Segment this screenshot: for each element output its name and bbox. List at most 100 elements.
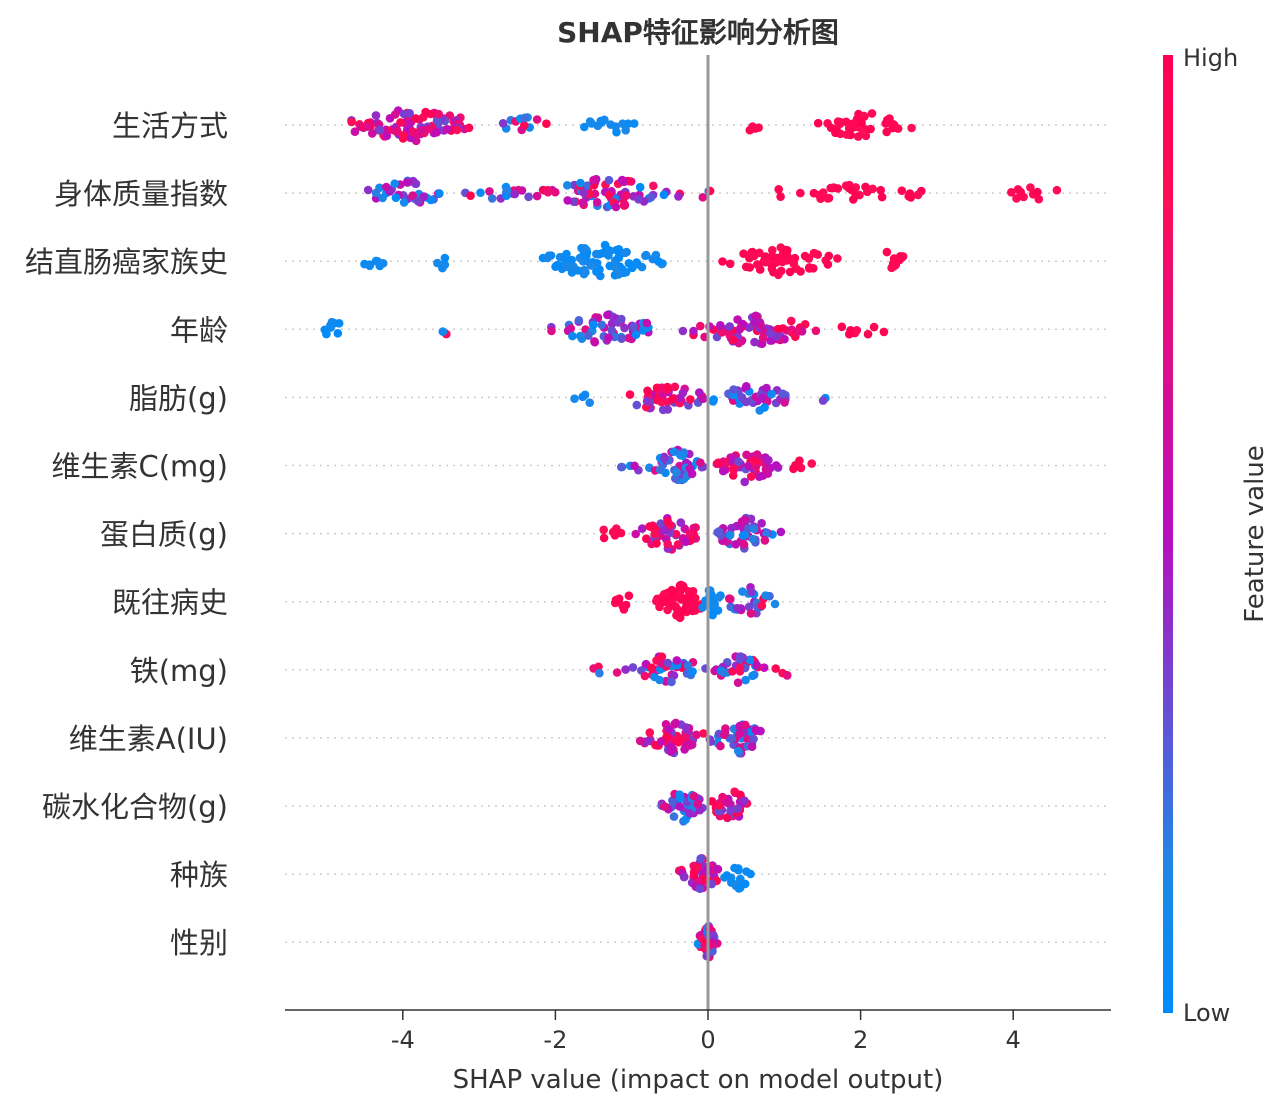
shap-point (846, 326, 855, 335)
shap-point (885, 114, 894, 123)
shap-point (563, 196, 572, 205)
shap-point (612, 668, 622, 677)
x-tick-label: -2 (543, 1026, 567, 1054)
shap-point (611, 263, 620, 272)
shap-point (746, 472, 756, 481)
shap-point (656, 737, 666, 746)
shap-point (869, 322, 879, 332)
shap-point (785, 267, 795, 277)
shap-point (725, 259, 735, 269)
shap-point (476, 188, 485, 197)
shap-point (398, 131, 408, 140)
shap-point (796, 463, 806, 473)
shap-point (735, 663, 745, 673)
feature-label: 种族 (170, 858, 228, 892)
shap-point (760, 536, 770, 545)
shap-point (552, 260, 562, 270)
feature-label: 结直肠癌家族史 (25, 245, 228, 279)
shap-point (1034, 194, 1044, 204)
shap-point (663, 517, 672, 526)
shap-point (620, 200, 630, 210)
shap-point (487, 194, 497, 203)
shap-point (645, 522, 654, 531)
shap-point (408, 191, 418, 200)
shap-point (612, 245, 621, 255)
shap-point (334, 319, 344, 328)
shap-point (755, 248, 764, 258)
shap-point (713, 864, 723, 874)
shap-point (687, 740, 697, 749)
shap-point (524, 192, 533, 202)
shap-point (707, 939, 717, 949)
shap-point (660, 526, 669, 535)
shap-point (863, 329, 873, 339)
shap-point (685, 592, 694, 602)
shap-point (725, 531, 735, 540)
shap-point (391, 193, 401, 202)
shap-point (614, 253, 624, 262)
shap-point (592, 249, 601, 259)
shap-point (692, 730, 701, 740)
shap-point (546, 251, 556, 260)
shap-point (599, 525, 608, 535)
shap-point (578, 257, 588, 266)
shap-point (646, 192, 656, 202)
shap-point (749, 734, 758, 744)
shap-point (616, 528, 626, 538)
shap-point (440, 253, 450, 263)
shap-point (561, 254, 570, 264)
shap-point (678, 607, 687, 616)
shap-point (485, 187, 494, 196)
shap-point (603, 310, 612, 320)
feature-label: 维生素A(IU) (69, 722, 228, 756)
shap-point (722, 813, 732, 822)
shap-point (768, 252, 778, 262)
shap-point (758, 333, 768, 343)
shap-point (666, 747, 676, 756)
shap-point (635, 736, 645, 746)
data-points (320, 106, 1062, 962)
shap-point (708, 610, 717, 620)
shap-point (789, 259, 798, 268)
shap-point (576, 178, 585, 188)
shap-point (749, 456, 759, 466)
shap-point (421, 107, 430, 117)
shap-point (652, 539, 661, 548)
shap-point (578, 392, 587, 402)
shap-point (800, 320, 810, 329)
shap-point (770, 599, 780, 609)
shap-point (756, 320, 765, 330)
shap-point (647, 663, 656, 672)
shap-point (681, 537, 691, 546)
shap-point (731, 540, 741, 549)
shap-point (596, 116, 605, 126)
shap-point (823, 260, 833, 269)
shap-point (617, 175, 627, 185)
shap-point (811, 326, 821, 336)
shap-point (363, 122, 372, 131)
shap-point (547, 326, 556, 336)
shap-point (579, 188, 589, 197)
shap-point (632, 258, 641, 267)
shap-point (586, 261, 596, 270)
shap-point (668, 394, 677, 404)
x-tick-label: 0 (700, 1026, 715, 1054)
shap-point (776, 527, 786, 537)
shap-point (767, 264, 777, 274)
shap-point (668, 587, 677, 596)
shap-point (741, 675, 750, 685)
shap-point (689, 870, 699, 880)
shap-point (621, 126, 630, 135)
feature-label: 脂肪(g) (129, 381, 228, 415)
shap-point (589, 175, 598, 185)
shap-point (390, 110, 400, 119)
shap-point (752, 661, 761, 670)
shap-point (810, 249, 820, 258)
shap-point (800, 251, 810, 261)
shap-point (575, 331, 585, 341)
shap-point (748, 534, 758, 544)
shap-point (604, 175, 614, 185)
shap-point (722, 798, 732, 807)
shap-point (668, 601, 677, 610)
